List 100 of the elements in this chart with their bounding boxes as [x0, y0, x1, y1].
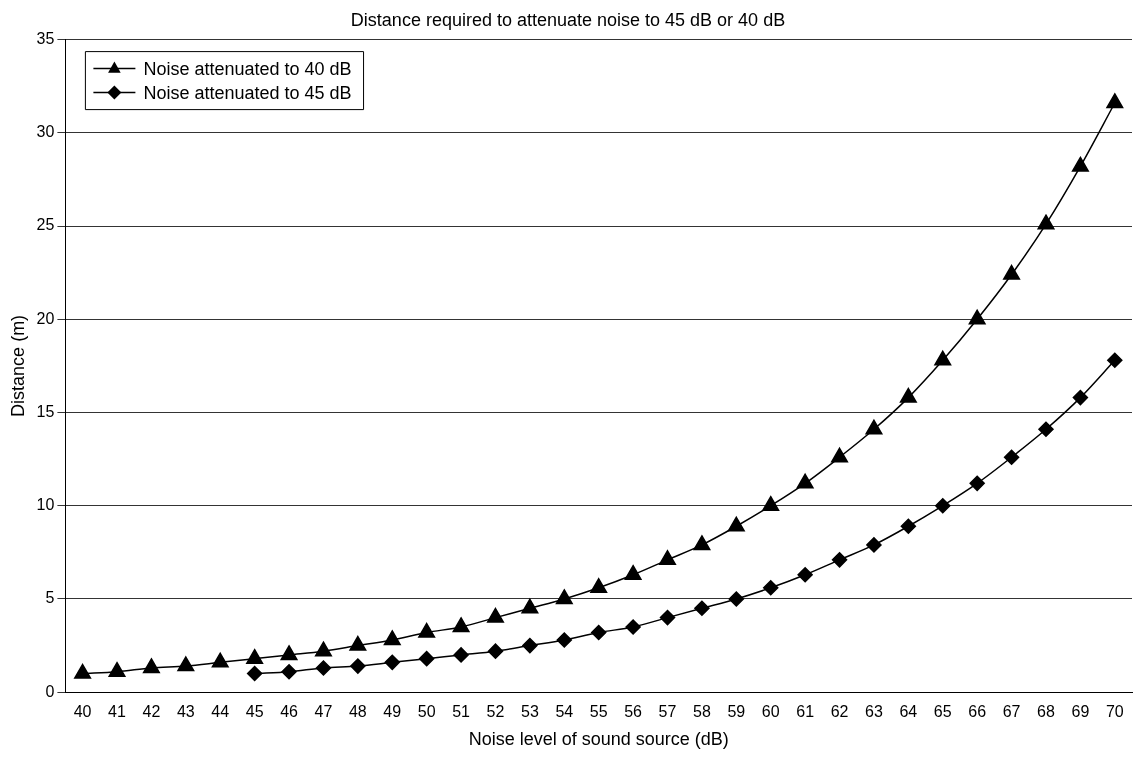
- point: [1106, 93, 1124, 109]
- point: [418, 622, 436, 638]
- point: [866, 537, 882, 553]
- y-tick-label: 10: [36, 496, 55, 514]
- point: [590, 578, 608, 594]
- x-tick-label: 56: [624, 703, 643, 721]
- point: [74, 663, 92, 679]
- point: [1107, 352, 1123, 369]
- point: [969, 475, 985, 492]
- x-tick-label: 50: [417, 703, 436, 721]
- point: [968, 309, 986, 325]
- x-axis-title: Noise level of sound source (dB): [468, 729, 729, 750]
- y-tick-label: 15: [36, 402, 55, 420]
- x-tick-label: 55: [589, 703, 608, 721]
- point: [315, 660, 332, 676]
- point: [142, 658, 160, 674]
- point: [590, 624, 607, 641]
- x-tick-label: 52: [486, 703, 505, 721]
- point: [350, 658, 366, 674]
- point: [1072, 389, 1089, 406]
- x-tick-label: 62: [830, 703, 849, 721]
- point: [418, 650, 435, 667]
- y-axis-title: Distance (m): [7, 314, 28, 417]
- point: [693, 535, 711, 551]
- point: [831, 447, 849, 463]
- y-tick-label: 35: [36, 30, 55, 48]
- x-tick-label: 43: [176, 703, 195, 721]
- x-tick-label: 67: [1002, 703, 1021, 721]
- point: [624, 564, 642, 580]
- point: [934, 350, 952, 366]
- y-tick-label: 5: [45, 589, 55, 607]
- point: [796, 473, 814, 489]
- x-tick-label: 58: [693, 703, 711, 721]
- x-tick-label: 48: [348, 703, 367, 721]
- point: [521, 598, 539, 614]
- point: [211, 652, 229, 668]
- point: [899, 387, 917, 403]
- point: [177, 656, 195, 672]
- point: [728, 591, 745, 607]
- point: [694, 600, 710, 617]
- x-tick-label: 61: [796, 703, 815, 721]
- x-tick-label: 63: [865, 703, 883, 721]
- point: [625, 619, 641, 635]
- point: [727, 516, 745, 532]
- x-tick-label: 60: [761, 703, 780, 721]
- point: [281, 663, 297, 680]
- point: [453, 647, 469, 663]
- point: [280, 645, 298, 661]
- x-tick-label: 53: [520, 703, 539, 721]
- x-tick-label: 68: [1037, 703, 1055, 721]
- point: [486, 607, 505, 623]
- point: [555, 589, 573, 605]
- point: [659, 609, 676, 626]
- x-tick-label: 66: [968, 703, 987, 721]
- x-tick-label: 57: [658, 703, 677, 721]
- x-tick-label: 49: [383, 703, 402, 721]
- x-tick-label: 65: [933, 703, 952, 721]
- x-tick-label: 46: [280, 703, 299, 721]
- point: [452, 617, 470, 633]
- y-tick-label: 0: [45, 682, 55, 700]
- point: [762, 580, 779, 596]
- point: [1003, 449, 1020, 466]
- point: [383, 630, 401, 646]
- point: [108, 661, 126, 677]
- point: [314, 641, 332, 657]
- x-tick-label: 44: [211, 703, 230, 721]
- point: [522, 637, 538, 654]
- point: [831, 552, 848, 568]
- y-tick-label: 25: [36, 216, 55, 234]
- point: [1003, 264, 1021, 280]
- point: [865, 419, 883, 435]
- legend-label: Noise attenuated to 45 dB: [143, 82, 352, 103]
- x-tick-label: 45: [245, 703, 264, 721]
- x-tick-label: 42: [142, 703, 161, 721]
- point: [797, 566, 813, 583]
- x-tick-label: 40: [73, 703, 92, 721]
- point: [1071, 156, 1089, 172]
- point: [556, 632, 573, 648]
- x-tick-label: 47: [314, 703, 333, 721]
- point: [246, 648, 264, 664]
- point: [900, 518, 917, 534]
- point: [1037, 214, 1055, 230]
- point: [935, 497, 951, 514]
- point: [384, 654, 401, 671]
- y-tick-label: 30: [36, 123, 55, 141]
- chart-title: Distance required to attenuate noise to 45 dB or 40 dB: [350, 9, 786, 30]
- point: [762, 495, 780, 511]
- legend-label: Noise attenuated to 40 dB: [143, 58, 352, 79]
- point: [1038, 421, 1054, 438]
- y-tick-label: 20: [36, 309, 55, 327]
- x-tick-label: 69: [1071, 703, 1090, 721]
- x-tick-label: 41: [108, 703, 127, 721]
- x-tick-label: 64: [899, 703, 918, 721]
- point: [349, 635, 367, 651]
- x-tick-label: 54: [555, 703, 574, 721]
- x-tick-label: 70: [1105, 703, 1124, 721]
- point: [487, 643, 504, 659]
- point: [658, 550, 677, 566]
- x-tick-label: 51: [452, 703, 471, 721]
- point: [246, 665, 263, 682]
